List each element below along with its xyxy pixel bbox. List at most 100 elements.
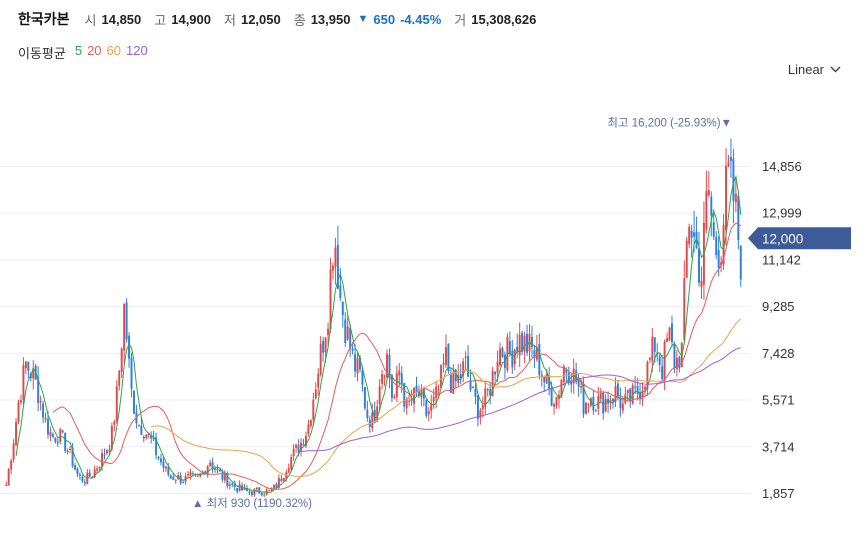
ma-legend-20[interactable]: 20 [87, 43, 102, 58]
candle-body [619, 395, 622, 409]
candle-body [737, 195, 740, 240]
scale-label: Linear [787, 62, 824, 77]
candle-body [270, 488, 273, 491]
ma-legend-title: 이동평균 [18, 46, 66, 61]
candle-body [110, 426, 113, 449]
candle-body [580, 386, 583, 388]
candle-body [248, 491, 251, 493]
candle-body [705, 191, 708, 230]
candle-body [10, 460, 13, 470]
candle-body [452, 372, 455, 394]
candle-body [273, 484, 275, 489]
candle-body [250, 491, 253, 496]
ma-legend-5[interactable]: 5 [74, 43, 83, 58]
candle-body [66, 450, 69, 453]
candle-body [309, 420, 312, 427]
change-arrow-icon: ▼ [357, 13, 369, 25]
candle-body [626, 389, 629, 394]
candle-body [634, 386, 637, 388]
candle-body [363, 386, 366, 409]
candle-body [307, 424, 310, 435]
candle-body [494, 371, 497, 375]
candle-body [300, 442, 303, 451]
candle-body [616, 383, 619, 397]
candle-body [27, 361, 30, 371]
candle-body [98, 466, 101, 469]
candle-body [155, 437, 158, 456]
candle-body [612, 398, 615, 402]
candle-body [408, 401, 411, 403]
candle-body [693, 232, 696, 237]
change-percent: -4.45% [400, 11, 442, 27]
candle-body [152, 437, 155, 440]
volume-value: 15,308,626 [471, 11, 537, 27]
candle-body [61, 430, 64, 433]
candle-body [501, 348, 504, 357]
candle-body [597, 396, 600, 409]
candle-body [653, 337, 656, 352]
candle-body [327, 328, 330, 335]
candle-body [123, 303, 126, 351]
ma-legend-60[interactable]: 60 [106, 43, 122, 58]
candle-body [322, 341, 325, 353]
candle-body [472, 386, 474, 389]
y-tick-label: 3,714 [762, 439, 795, 454]
candle-body [550, 387, 553, 406]
candle-body [113, 421, 116, 425]
candle-body [636, 386, 639, 394]
candle-body [604, 398, 607, 412]
quote-header: 한국카본 시 14,850 고 14,900 저 12,050 종 13,950… [18, 9, 544, 29]
candle-body [349, 328, 352, 349]
candle-body [506, 337, 509, 371]
candle-body [405, 399, 408, 409]
candle-body [511, 350, 514, 368]
candle-body [223, 473, 226, 481]
chevron-down-icon [830, 66, 841, 73]
candle-body [646, 361, 649, 389]
y-tick-label: 12,999 [762, 206, 802, 221]
candle-body [565, 369, 568, 373]
candle-body [474, 389, 477, 398]
y-tick-label: 11,142 [762, 252, 801, 267]
candle-body [344, 319, 347, 343]
candle-body [233, 483, 236, 488]
candle-body [331, 265, 334, 271]
ma-legend: 이동평균 5 20 60 120 [18, 43, 148, 62]
candle-body [336, 244, 339, 289]
candle-body [78, 474, 81, 476]
candle-body [479, 410, 482, 418]
candle-body [675, 358, 678, 370]
candle-body [47, 419, 49, 435]
candle-body [162, 461, 165, 468]
candle-body [629, 388, 632, 402]
candle-body [209, 462, 212, 467]
candle-body [383, 375, 386, 377]
candle-body [12, 443, 15, 460]
candle-body [459, 373, 462, 378]
candle-body [81, 476, 84, 482]
candle-body [292, 448, 295, 457]
candle-body [130, 357, 133, 389]
candle-body [44, 418, 47, 420]
candle-body [415, 385, 418, 392]
candle-body [388, 354, 391, 378]
candle-body [93, 469, 96, 477]
candle-body [390, 374, 393, 398]
candle-body [304, 435, 307, 447]
ma-legend-120[interactable]: 120 [126, 43, 148, 58]
candle-body [334, 247, 337, 267]
scale-selector[interactable]: Linear [788, 62, 841, 77]
y-tick-label: 7,428 [762, 346, 795, 361]
close-label: 종 [293, 12, 306, 28]
candle-body [105, 450, 108, 454]
candle-body [164, 466, 167, 469]
candle-body [277, 478, 280, 488]
candle-body [317, 373, 320, 388]
candle-body [432, 396, 435, 402]
candle-body [545, 374, 548, 384]
candle-body [570, 380, 573, 385]
high-value: 14,900 [171, 11, 211, 27]
candle-body [297, 445, 300, 453]
candle-body [356, 358, 359, 374]
